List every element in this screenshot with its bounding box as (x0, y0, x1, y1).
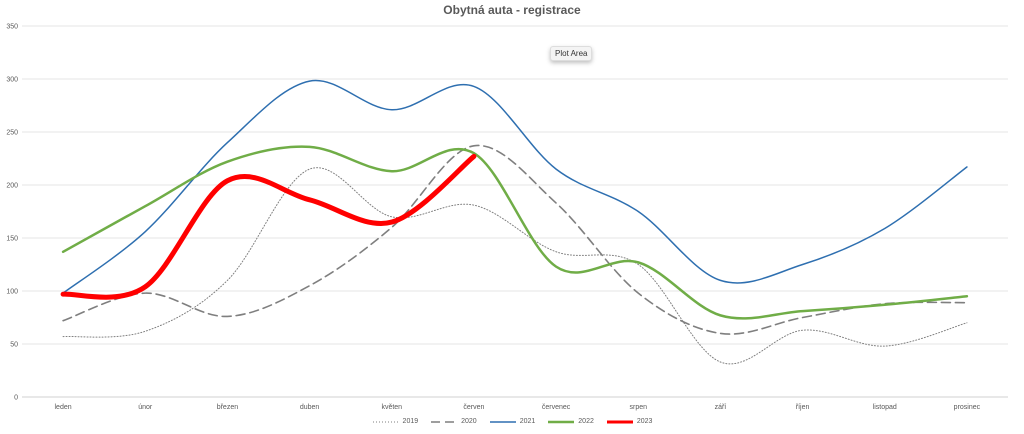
legend-swatch (548, 420, 575, 423)
y-tick-label: 200 (6, 183, 18, 190)
y-tick-label: 100 (6, 289, 18, 296)
legend-label: 2019 (402, 418, 419, 425)
y-tick-label: 300 (6, 77, 18, 84)
series-line-2019 (62, 167, 968, 365)
x-tick-label: červenec (542, 404, 571, 411)
legend: 2019 2020 2021 2022 2023 (0, 418, 1024, 425)
series-line-2021 (62, 79, 968, 294)
legend-item-2023[interactable]: 2023 (606, 418, 653, 425)
x-tick-label: listopad (873, 404, 897, 411)
x-tick-label: březen (217, 404, 239, 411)
series-line-2022 (61, 145, 969, 320)
legend-swatch (372, 421, 399, 422)
legend-item-2022[interactable]: 2022 (547, 418, 594, 425)
x-tick-label: prosinec (954, 404, 981, 411)
y-tick-label: 350 (6, 24, 18, 31)
x-tick-label: srpen (629, 404, 647, 411)
legend-swatch (431, 420, 458, 423)
x-tick-label: červen (463, 404, 484, 411)
x-tick-label: únor (138, 404, 153, 411)
y-tick-label: 50 (10, 342, 18, 349)
series-line-2020 (62, 144, 968, 335)
legend-label: 2023 (636, 418, 653, 425)
legend-label: 2021 (519, 418, 536, 425)
legend-swatch (606, 420, 633, 423)
x-tick-label: květen (381, 404, 402, 411)
x-tick-label: duben (300, 404, 320, 411)
x-tick-label: říjen (796, 404, 810, 411)
legend-label: 2022 (578, 418, 594, 425)
x-tick-label: leden (55, 404, 72, 411)
plot-area-tooltip: Plot Area (550, 46, 593, 61)
legend-item-2020[interactable]: 2020 (430, 418, 477, 425)
legend-item-2019[interactable]: 2019 (372, 418, 419, 425)
legend-item-2021[interactable]: 2021 (489, 418, 536, 425)
series-line-2023 (60, 153, 477, 300)
legend-swatch (489, 420, 516, 423)
y-tick-label: 250 (6, 130, 18, 137)
chart-title: Obytná auta - registrace (443, 3, 581, 17)
y-tick-label: 150 (6, 236, 18, 243)
legend-label: 2020 (461, 418, 477, 425)
x-tick-label: září (715, 404, 727, 411)
y-tick-label: 0 (14, 395, 18, 402)
